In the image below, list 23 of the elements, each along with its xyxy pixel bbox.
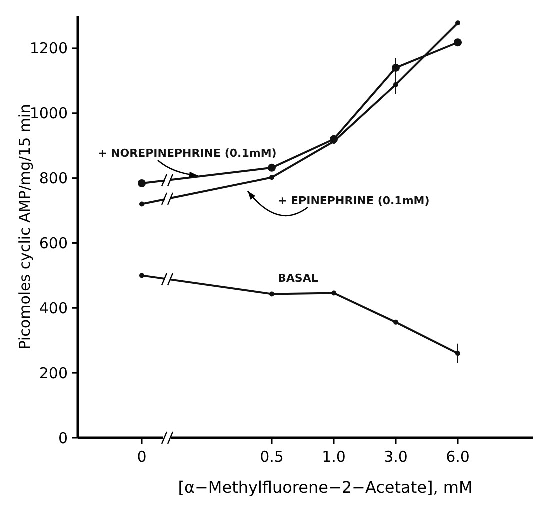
- point: [456, 20, 460, 26]
- x-tick-label: 0: [137, 448, 147, 466]
- point: [268, 164, 276, 172]
- point: [270, 292, 274, 297]
- series-label: + EPINEPHRINE (0.1mM): [278, 194, 430, 208]
- y-tick-label: 0: [58, 429, 68, 448]
- x-tick-label: 1.0: [322, 448, 346, 466]
- y-tick-label: 200: [39, 364, 68, 382]
- point: [332, 290, 336, 296]
- point: [270, 175, 274, 180]
- point: [454, 38, 462, 47]
- point: [394, 320, 398, 325]
- y-tick-label: 400: [39, 299, 68, 318]
- y-tick-label: 1200: [30, 40, 68, 58]
- y-tick-label: 600: [39, 234, 68, 252]
- x-tick-label: 6.0: [446, 448, 470, 466]
- series-label: + NOREPINEPHRINE (0.1mM): [98, 147, 277, 160]
- x-tick-label: 3.0: [384, 448, 408, 466]
- x-tick-label: 0.5: [260, 448, 284, 466]
- y-tick-label: 1000: [30, 104, 68, 123]
- x-axis-title: [α−Methylfluorene−2−Acetate], mM: [178, 478, 473, 497]
- series-label: BASAL: [278, 272, 318, 286]
- y-tick-label: 800: [39, 170, 68, 188]
